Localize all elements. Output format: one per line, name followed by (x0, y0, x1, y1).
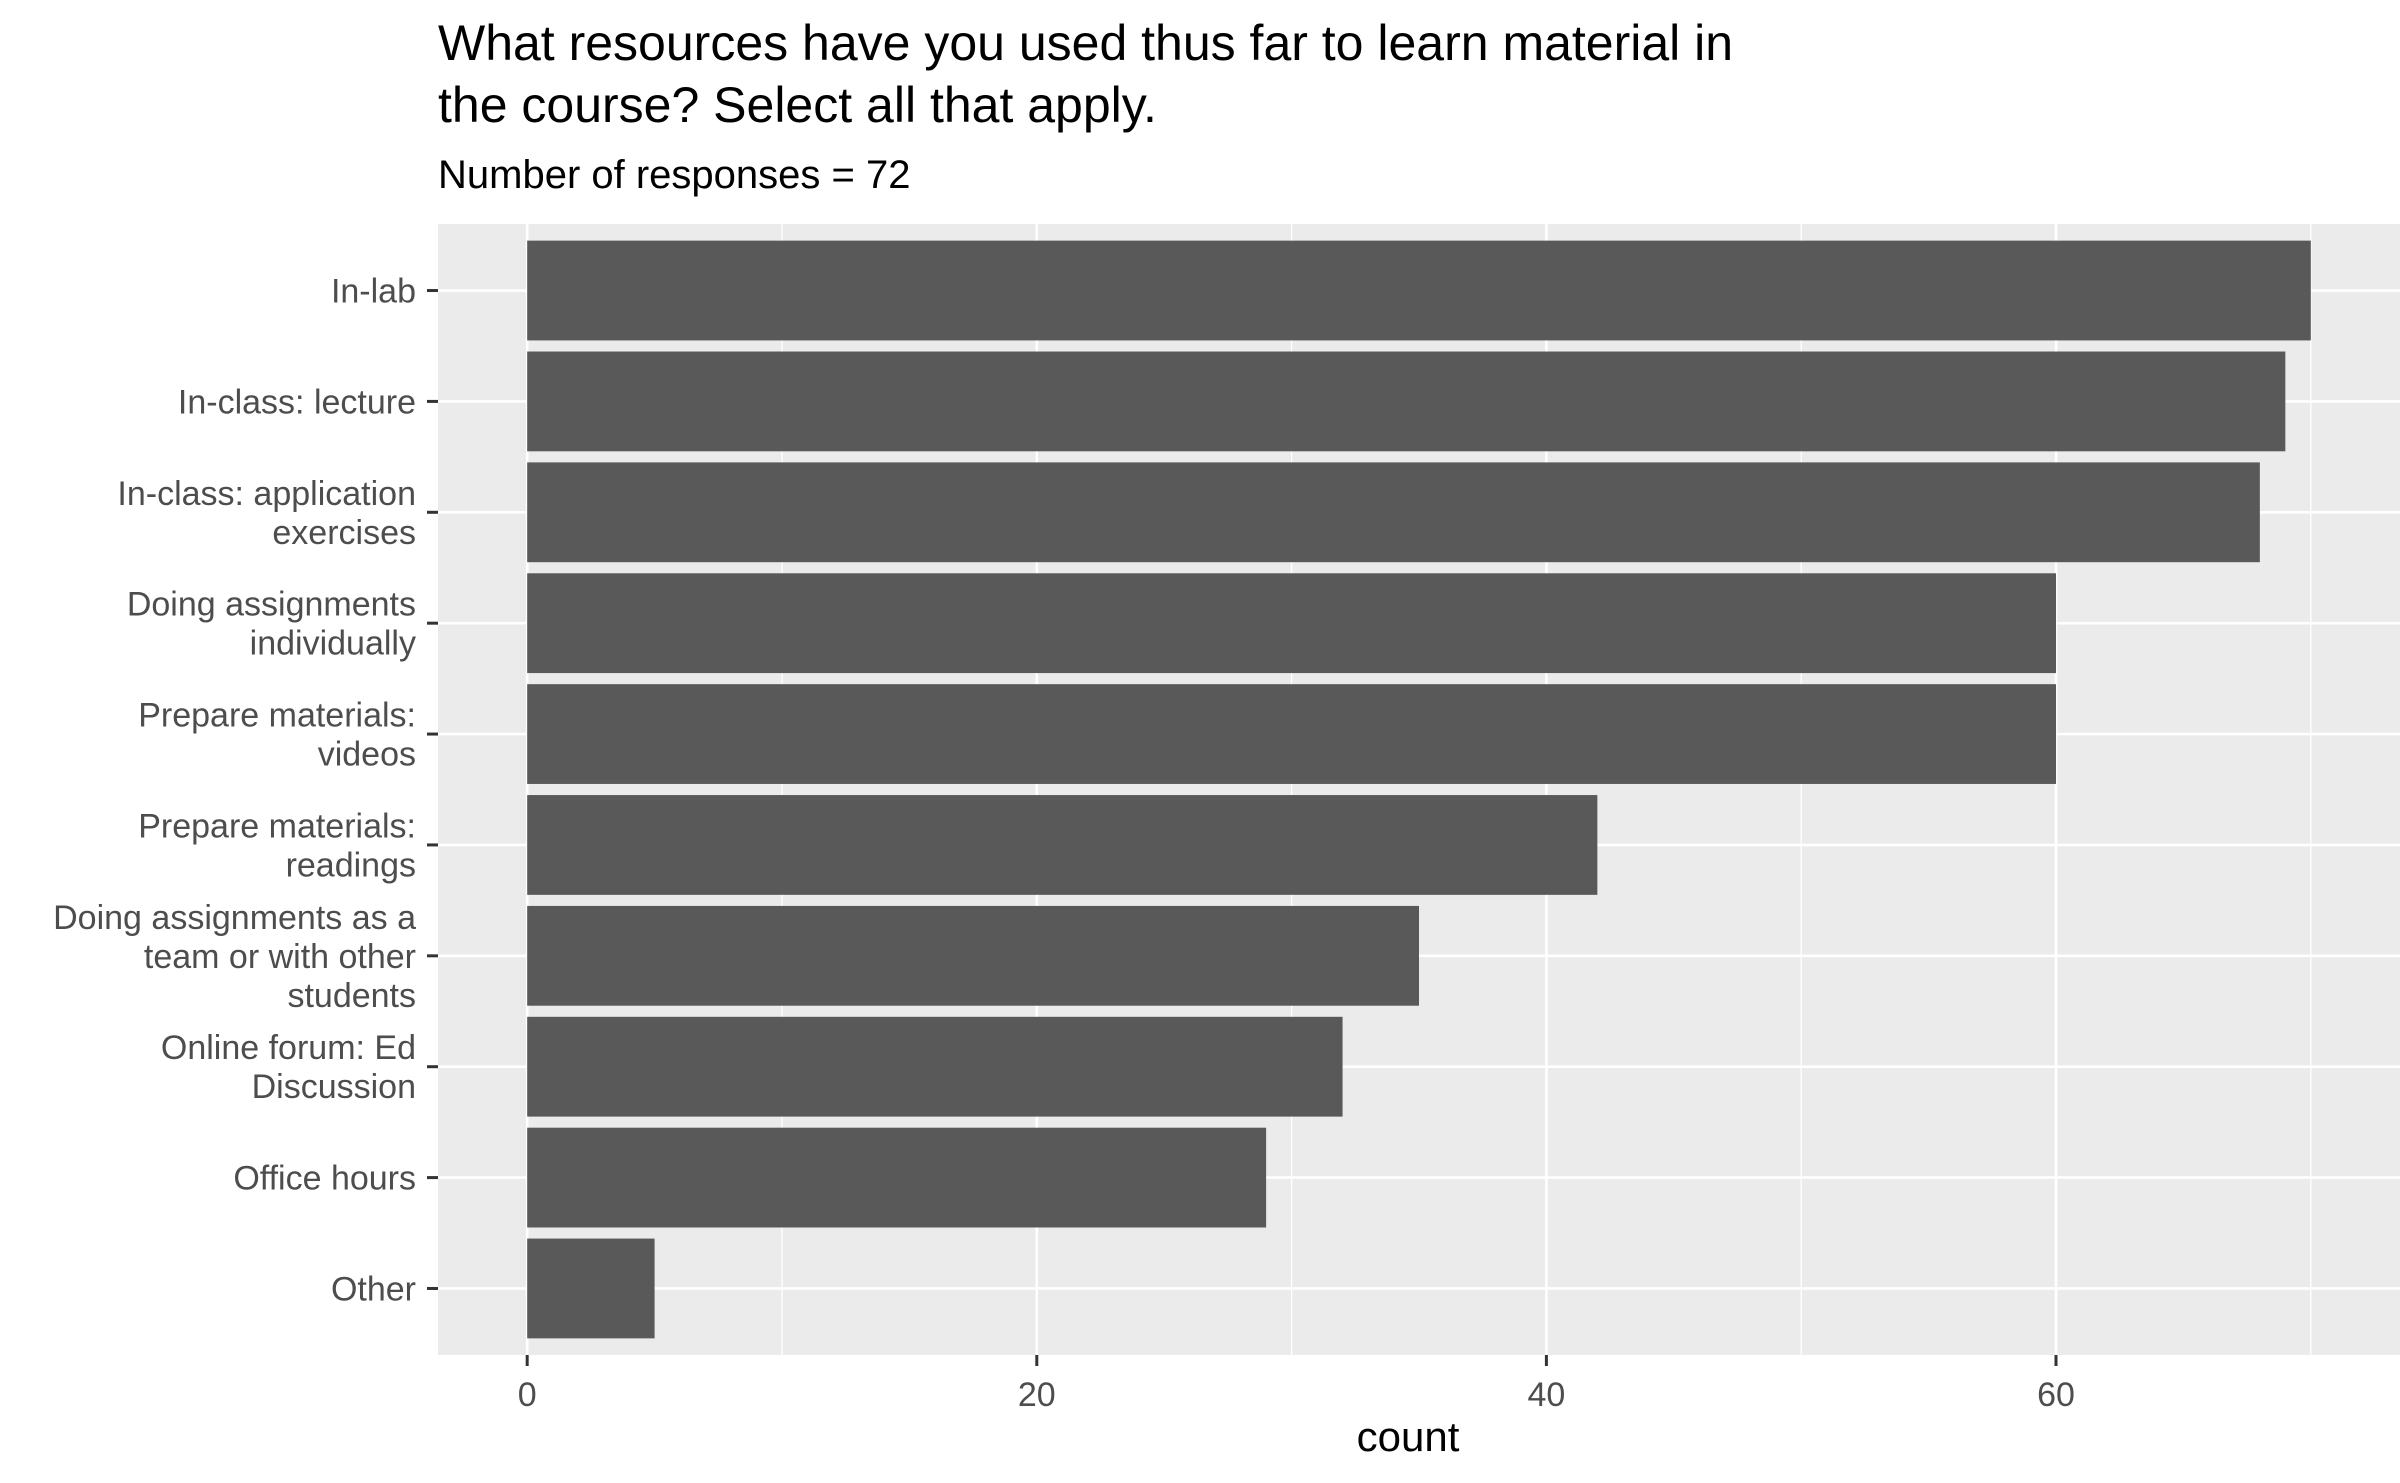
y-tick-label: team or with other (144, 938, 416, 976)
y-tick-label: individually (250, 625, 416, 663)
y-axis: In-lab In-class: lecture In-class: applica… (53, 273, 438, 1308)
bars (527, 240, 2311, 1339)
y-tick-label: Discussion (252, 1068, 416, 1106)
y-tick-label: videos (318, 736, 416, 774)
x-axis-title: count (1357, 1413, 1460, 1460)
bar (527, 573, 2057, 674)
chart-subtitle: Number of responses = 72 (438, 153, 910, 197)
y-tick-label: Doing assignments as a (53, 899, 416, 937)
bar (527, 905, 1419, 1006)
y-tick-label: students (287, 977, 416, 1015)
chart-title-line-2: the course? Select all that apply. (438, 77, 1157, 133)
x-tick-label: 60 (2037, 1376, 2075, 1414)
y-tick-label: exercises (272, 514, 416, 552)
y-tick-label: Other (331, 1270, 416, 1308)
x-axis: 0 20 40 60 (518, 1355, 2075, 1414)
chart-title-line-1: What resources have you used thus far to… (438, 15, 1733, 71)
bar (527, 1016, 1343, 1117)
y-tick-label: In-lab (331, 273, 416, 311)
bar (527, 1127, 1267, 1228)
bar (527, 351, 2286, 452)
x-tick-label: 0 (518, 1376, 537, 1414)
bar (527, 240, 2311, 341)
y-tick-label: Prepare materials: (138, 697, 416, 735)
bar (527, 684, 2057, 784)
y-tick-label: In-class: lecture (178, 383, 416, 421)
y-tick-label: Doing assignments (127, 586, 416, 624)
y-tick-label: readings (286, 846, 416, 884)
bar (527, 1238, 655, 1339)
y-tick-label: Online forum: Ed (161, 1029, 416, 1067)
x-tick-label: 20 (1018, 1376, 1056, 1414)
bar (527, 795, 1598, 895)
y-tick-label: Office hours (233, 1160, 416, 1198)
y-tick-label: In-class: application (117, 475, 416, 513)
x-tick-label: 40 (1527, 1376, 1565, 1414)
bar (527, 462, 2260, 563)
y-tick-label: Prepare materials: (138, 807, 416, 845)
